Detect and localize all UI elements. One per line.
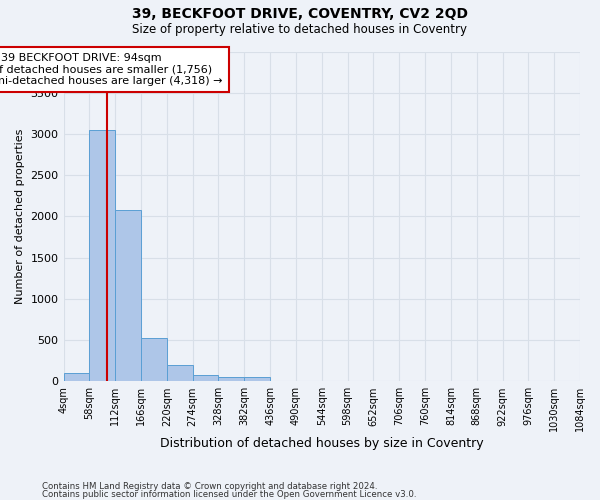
Bar: [244, 377, 270, 382]
Text: 39, BECKFOOT DRIVE, COVENTRY, CV2 2QD: 39, BECKFOOT DRIVE, COVENTRY, CV2 2QD: [132, 8, 468, 22]
Text: Contains HM Land Registry data © Crown copyright and database right 2024.: Contains HM Land Registry data © Crown c…: [42, 482, 377, 491]
Y-axis label: Number of detached properties: Number of detached properties: [15, 128, 25, 304]
Bar: [167, 365, 193, 382]
Text: Size of property relative to detached houses in Coventry: Size of property relative to detached ho…: [133, 22, 467, 36]
Text: Contains public sector information licensed under the Open Government Licence v3: Contains public sector information licen…: [42, 490, 416, 499]
Text: 39 BECKFOOT DRIVE: 94sqm
← 29% of detached houses are smaller (1,756)
71% of sem: 39 BECKFOOT DRIVE: 94sqm ← 29% of detach…: [0, 53, 223, 86]
Bar: [218, 377, 244, 382]
Bar: [141, 338, 167, 382]
Bar: [89, 130, 115, 382]
Bar: [115, 210, 141, 382]
Bar: [193, 375, 218, 382]
Bar: [64, 373, 89, 382]
X-axis label: Distribution of detached houses by size in Coventry: Distribution of detached houses by size …: [160, 437, 484, 450]
